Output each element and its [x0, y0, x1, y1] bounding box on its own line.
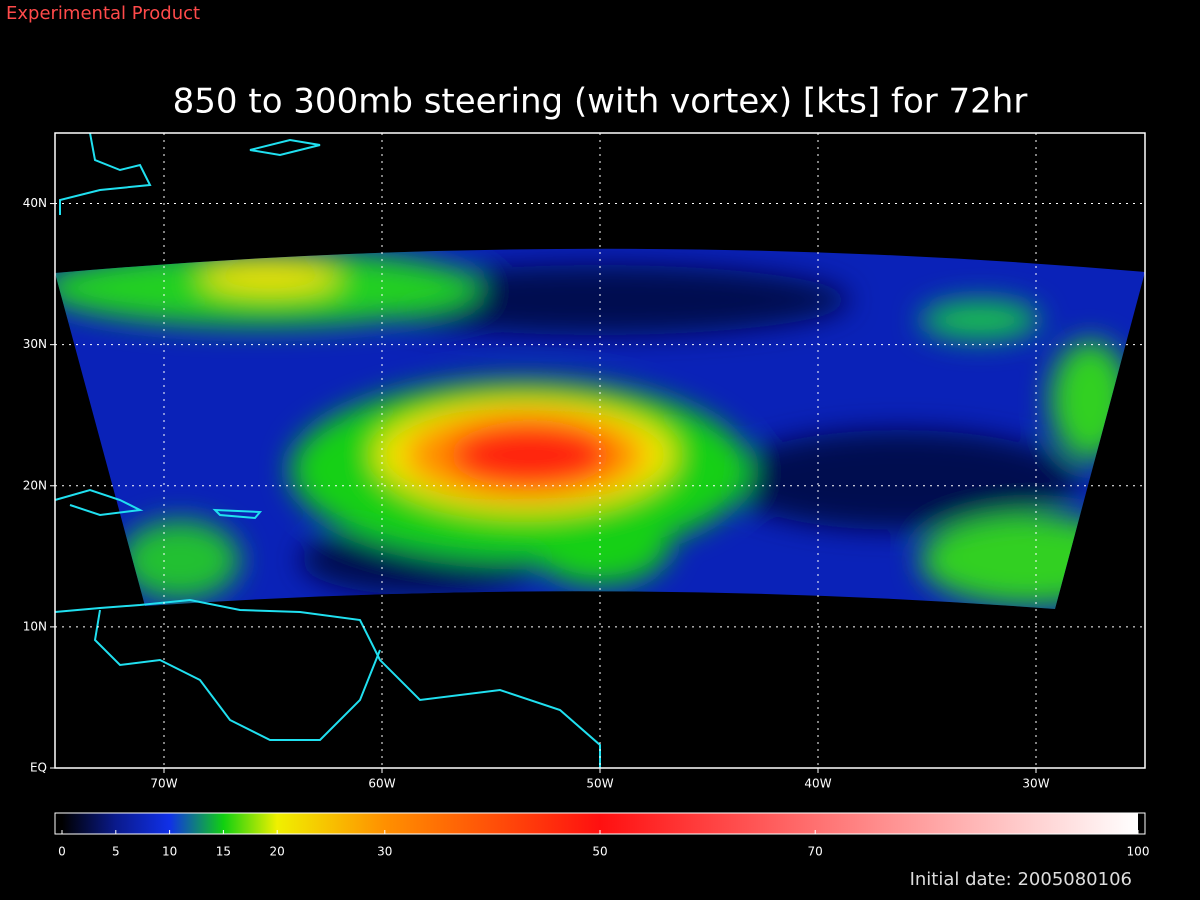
colorbar-label: 30: [377, 845, 392, 859]
colorbar-label: 100: [1127, 845, 1150, 859]
chart-title: 850 to 300mb steering (with vortex) [kts…: [173, 82, 1028, 122]
colorbar-label: 20: [270, 845, 285, 859]
x-tick-label: 60W: [368, 777, 395, 791]
x-tick-label: 40W: [804, 777, 831, 791]
product-label: Experimental Product: [6, 3, 200, 24]
y-tick-label: 10N: [23, 619, 47, 633]
colorbar-fill: [62, 813, 1138, 834]
y-tick-label: EQ: [30, 761, 47, 775]
plot-frame: [54, 132, 1146, 769]
wind-field: [55, 248, 1145, 609]
colorbar-label: 50: [592, 845, 607, 859]
colorbar: 0 5 10 15 20 30 50 70 100: [54, 812, 1150, 859]
colorbar-label: 15: [216, 845, 231, 859]
footer-date: Initial date: 2005080106: [910, 869, 1132, 890]
colorbar-label: 70: [808, 845, 823, 859]
y-tick-label: 30N: [23, 337, 47, 351]
colorbar-label: 0: [58, 845, 66, 859]
y-tick-label: 40N: [23, 196, 47, 210]
coastline: [54, 132, 601, 768]
x-tick-label: 70W: [150, 777, 177, 791]
grid: [50, 133, 1145, 773]
colorbar-label: 5: [112, 845, 120, 859]
y-tick-label: 20N: [23, 478, 47, 492]
x-tick-label: 50W: [586, 777, 613, 791]
colorbar-label: 10: [162, 845, 177, 859]
x-tick-label: 30W: [1022, 777, 1049, 791]
